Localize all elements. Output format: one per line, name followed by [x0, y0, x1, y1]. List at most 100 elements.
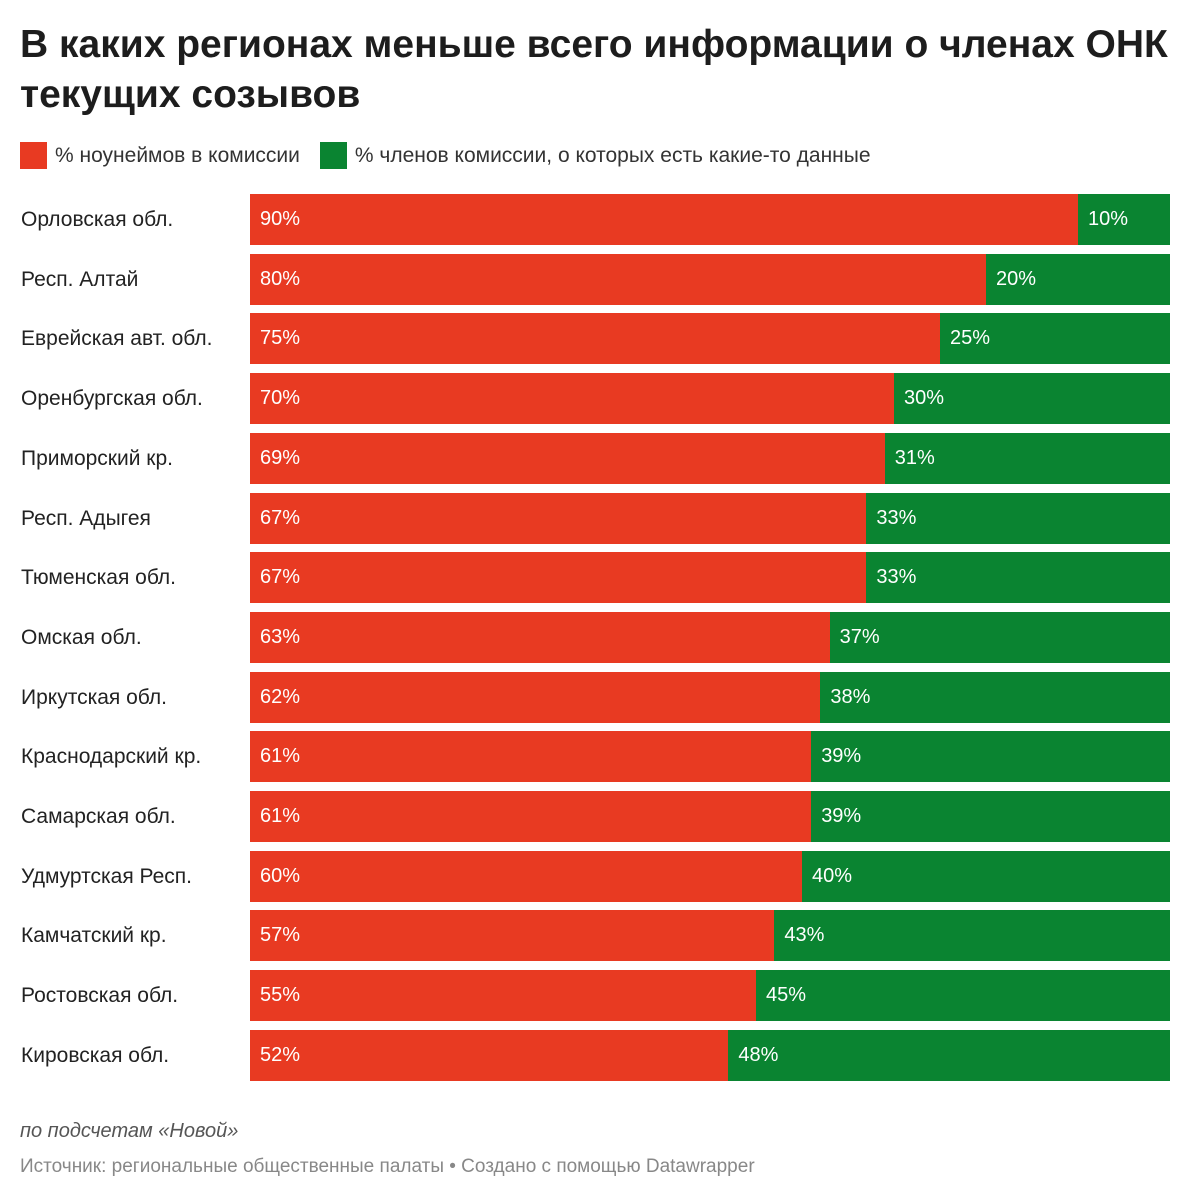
data-label: 25%: [950, 327, 991, 350]
bar-known: 39%: [811, 791, 1170, 842]
bar-row: Иркутская обл. 62% 38%: [0, 671, 1192, 723]
data-label: 62%: [260, 685, 301, 708]
data-label: 10%: [1088, 208, 1129, 230]
data-label: 67%: [260, 566, 301, 589]
bar-known: 10%: [1078, 194, 1170, 245]
bar-nonames: 57%: [250, 910, 775, 962]
bar-nonames: 61%: [250, 731, 812, 783]
data-label: 55%: [260, 984, 301, 1007]
data-label: 67%: [260, 506, 301, 529]
bar-row: Краснодарский кр. 61% 39%: [0, 731, 1192, 783]
data-label: 52%: [260, 1043, 301, 1066]
data-label: 61%: [260, 745, 301, 768]
data-label: 37%: [839, 625, 880, 648]
footer-source: Источник: региональные общественные пала…: [20, 1156, 755, 1177]
data-label: 33%: [876, 506, 917, 529]
data-label: 30%: [904, 387, 945, 410]
legend: % ноунеймов в комиссии % членов комиссии…: [20, 142, 891, 169]
category-label: Респ. Адыгея: [21, 506, 151, 530]
data-label: 38%: [830, 685, 871, 708]
category-label: Омская обл.: [21, 625, 142, 649]
category-label: Орловская обл.: [21, 208, 174, 231]
data-label: 45%: [766, 984, 807, 1007]
bar-nonames: 70%: [250, 373, 894, 425]
data-label: 39%: [821, 745, 862, 768]
data-label: 43%: [784, 924, 825, 947]
bar-known: 39%: [811, 731, 1170, 783]
category-label: Ростовская обл.: [21, 984, 179, 1008]
data-label: 70%: [260, 387, 301, 410]
data-label: 31%: [894, 446, 935, 469]
bar-nonames: 75%: [250, 313, 940, 365]
bar-known: 31%: [884, 432, 1170, 484]
data-label: 33%: [876, 566, 917, 589]
chart-title: В каких регионах меньше всего информации…: [20, 23, 1168, 116]
data-label: 40%: [812, 864, 853, 887]
bar-row: Омская обл. 63% 37%: [0, 611, 1192, 663]
bar-row: Удмуртская Респ. 60% 40%: [0, 850, 1192, 902]
category-label: Иркутская обл.: [21, 685, 167, 709]
bar-nonames: 63%: [250, 611, 830, 663]
legend-label: % ноунеймов в комиссии: [55, 143, 300, 167]
category-label: Кировская обл.: [21, 1043, 170, 1067]
data-label: 69%: [260, 446, 301, 469]
bar-row: Кировская обл. 52% 48%: [0, 1029, 1192, 1081]
bar-known: 30%: [894, 373, 1170, 425]
bar-row: Самарская обл. 61% 39%: [0, 791, 1192, 842]
data-label: 63%: [260, 625, 301, 648]
bar-row: Ростовская обл. 55% 45%: [0, 970, 1192, 1022]
category-label: Приморский кр.: [21, 446, 173, 470]
bar-nonames: 80%: [250, 253, 986, 305]
bar-row: Орловская обл. 90% 10%: [0, 194, 1192, 245]
bar-nonames: 55%: [250, 970, 756, 1022]
data-label: 80%: [260, 267, 301, 290]
category-label: Краснодарский кр.: [21, 745, 202, 769]
bar-nonames: 52%: [250, 1029, 729, 1081]
bar-known: 48%: [728, 1029, 1170, 1081]
bar-nonames: 69%: [250, 432, 885, 484]
bar-known: 33%: [866, 492, 1170, 544]
bar-known: 37%: [829, 611, 1170, 663]
data-label: 60%: [260, 864, 301, 887]
bar-nonames: 62%: [250, 671, 821, 723]
legend-label: % членов комиссии, о которых есть какие-…: [354, 143, 871, 167]
category-label: Удмуртская Респ.: [21, 864, 192, 888]
bar-known: 25%: [940, 313, 1170, 365]
category-label: Еврейская авт. обл.: [21, 327, 213, 351]
category-label: Тюменская обл.: [21, 566, 177, 590]
bar-known: 45%: [756, 970, 1170, 1022]
data-label: 48%: [738, 1043, 779, 1066]
bar-row: Приморский кр. 69% 31%: [0, 432, 1192, 484]
bar-nonames: 67%: [250, 492, 867, 544]
bar-nonames: 67%: [250, 552, 867, 604]
bar-nonames: 90%: [250, 194, 1078, 245]
bar-row: Респ. Адыгея 67% 33%: [0, 492, 1192, 544]
bar-nonames: 60%: [250, 850, 802, 902]
legend-swatch-green: [319, 142, 347, 169]
bar-known: 20%: [986, 253, 1170, 305]
legend-swatch-red: [20, 142, 47, 169]
legend-item-nonames: % ноунеймов в комиссии: [20, 142, 300, 169]
bar-row: Респ. Алтай 80% 20%: [0, 253, 1192, 305]
data-label: 75%: [260, 327, 301, 350]
data-label: 61%: [260, 805, 301, 827]
bar-known: 43%: [774, 910, 1170, 962]
category-label: Камчатский кр.: [21, 924, 167, 948]
legend-item-known: % членов комиссии, о которых есть какие-…: [319, 142, 871, 169]
bar-nonames: 61%: [250, 791, 812, 842]
category-label: Оренбургская обл.: [21, 387, 203, 411]
bar-row: Тюменская обл. 67% 33%: [0, 552, 1192, 604]
data-label: 90%: [260, 208, 301, 230]
bar-known: 40%: [802, 850, 1170, 902]
footer-note: по подсчетам «Новой»: [20, 1120, 239, 1142]
category-label: Респ. Алтай: [21, 267, 139, 291]
bar-known: 33%: [866, 552, 1170, 604]
data-label: 20%: [996, 267, 1037, 290]
bar-row: Камчатский кр. 57% 43%: [0, 910, 1192, 962]
category-label: Самарская обл.: [21, 805, 176, 828]
bar-row: Еврейская авт. обл. 75% 25%: [0, 313, 1192, 365]
data-label: 57%: [260, 924, 301, 947]
bar-known: 38%: [820, 671, 1170, 723]
bar-row: Оренбургская обл. 70% 30%: [0, 373, 1192, 425]
data-label: 39%: [821, 805, 862, 827]
